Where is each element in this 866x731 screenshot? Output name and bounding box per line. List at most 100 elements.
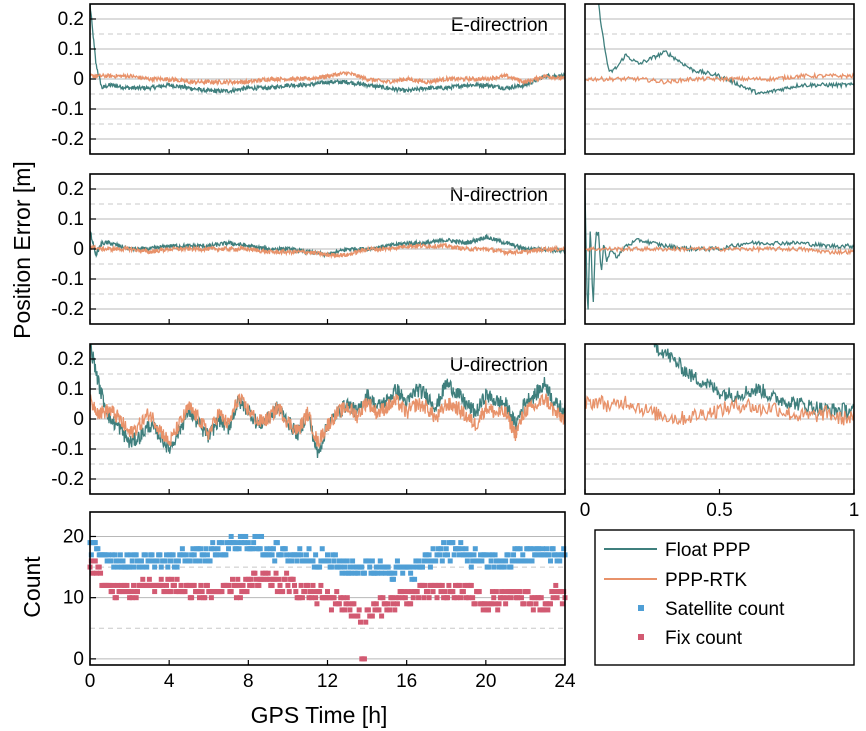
- marker-fix-count: [393, 595, 399, 601]
- marker-satellite-count: [463, 546, 469, 552]
- annotation-n-direction: N-directrion: [450, 185, 548, 206]
- marker-fix-count: [202, 595, 208, 601]
- y-tick-label: 0.2: [58, 349, 84, 370]
- marker-satellite-count: [483, 552, 489, 558]
- marker-satellite-count: [351, 564, 357, 570]
- plot-layer: -0.2-0.100.10.2-0.2-0.100.10.2-0.2-0.100…: [51, 3, 859, 692]
- marker-satellite-count: [538, 552, 544, 558]
- legend-swatch-fix-count: [638, 634, 644, 640]
- marker-fix-count: [421, 595, 427, 601]
- y-axis-title-position-error: Position Error [m]: [9, 161, 35, 339]
- y-tick-label: 0: [73, 649, 84, 670]
- marker-satellite-count: [144, 564, 150, 570]
- marker-fix-count: [120, 589, 126, 595]
- marker-satellite-count: [492, 552, 498, 558]
- marker-satellite-count: [515, 546, 520, 552]
- marker-fix-count: [454, 595, 460, 601]
- marker-satellite-count: [442, 552, 448, 558]
- marker-satellite-count: [146, 558, 152, 564]
- marker-satellite-count: [165, 564, 171, 570]
- marker-fix-count: [174, 576, 180, 582]
- marker-satellite-count: [478, 552, 484, 558]
- marker-satellite-count: [376, 564, 382, 570]
- x-tick-label: 24: [554, 671, 576, 692]
- marker-satellite-count: [158, 564, 164, 570]
- marker-fix-count: [545, 607, 551, 613]
- marker-fix-count: [90, 570, 96, 576]
- marker-satellite-count: [113, 558, 119, 564]
- marker-fix-count: [356, 607, 362, 613]
- marker-satellite-count: [214, 552, 220, 558]
- marker-satellite-count: [274, 540, 280, 546]
- marker-satellite-count: [503, 558, 509, 564]
- marker-satellite-count: [546, 552, 552, 558]
- marker-satellite-count: [189, 552, 195, 558]
- marker-satellite-count: [152, 564, 158, 570]
- marker-satellite-count: [421, 558, 427, 564]
- marker-fix-count: [456, 582, 462, 588]
- marker-satellite-count: [127, 564, 133, 570]
- marker-satellite-count: [227, 540, 233, 546]
- marker-fix-count: [189, 595, 195, 601]
- marker-fix-count: [533, 601, 539, 607]
- marker-fix-count: [507, 589, 513, 595]
- marker-satellite-count: [394, 558, 400, 564]
- marker-fix-count: [515, 595, 520, 601]
- marker-satellite-count: [336, 558, 342, 564]
- marker-fix-count: [165, 576, 171, 582]
- marker-satellite-count: [306, 546, 312, 552]
- marker-fix-count: [232, 582, 238, 588]
- marker-fix-count: [549, 589, 555, 595]
- marker-satellite-count: [377, 558, 383, 564]
- marker-fix-count: [439, 582, 445, 588]
- marker-satellite-count: [338, 564, 344, 570]
- marker-satellite-count: [508, 564, 514, 570]
- y-tick-label: 0.2: [58, 9, 84, 30]
- marker-satellite-count: [111, 564, 117, 570]
- marker-fix-count: [274, 589, 280, 595]
- marker-fix-count: [248, 576, 254, 582]
- marker-satellite-count: [190, 546, 196, 552]
- y-tick-label: 0.1: [58, 379, 84, 400]
- marker-fix-count: [145, 582, 151, 588]
- marker-fix-count: [485, 607, 491, 613]
- marker-satellite-count: [331, 558, 337, 564]
- marker-fix-count: [318, 582, 324, 588]
- marker-fix-count: [195, 589, 201, 595]
- marker-fix-count: [410, 595, 416, 601]
- marker-fix-count: [241, 589, 247, 595]
- marker-fix-count: [561, 589, 567, 595]
- marker-satellite-count: [289, 558, 295, 564]
- marker-satellite-count: [437, 552, 443, 558]
- marker-fix-count: [131, 582, 137, 588]
- marker-satellite-count: [497, 558, 503, 564]
- marker-satellite-count: [501, 564, 507, 570]
- marker-satellite-count: [499, 564, 505, 570]
- marker-satellite-count: [511, 552, 517, 558]
- marker-fix-count: [146, 576, 152, 582]
- marker-satellite-count: [255, 533, 261, 539]
- marker-fix-count: [199, 589, 205, 595]
- marker-fix-count: [346, 601, 352, 607]
- marker-satellite-count: [179, 546, 185, 552]
- x-tick-label: 16: [396, 671, 417, 692]
- marker-satellite-count: [175, 558, 181, 564]
- marker-fix-count: [466, 595, 472, 601]
- marker-satellite-count: [464, 558, 470, 564]
- marker-fix-count: [334, 589, 340, 595]
- x-tick-label: 20: [475, 671, 496, 692]
- marker-satellite-count: [479, 558, 485, 564]
- marker-satellite-count: [383, 570, 389, 576]
- marker-satellite-count: [414, 564, 420, 570]
- marker-satellite-count: [512, 546, 518, 552]
- marker-satellite-count: [536, 546, 542, 552]
- marker-fix-count: [119, 582, 125, 588]
- marker-satellite-count: [249, 546, 255, 552]
- marker-satellite-count: [164, 552, 170, 558]
- marker-satellite-count: [191, 552, 197, 558]
- marker-satellite-count: [108, 558, 114, 564]
- marker-satellite-count: [115, 564, 121, 570]
- marker-fix-count: [489, 589, 495, 595]
- marker-fix-count: [317, 589, 323, 595]
- marker-satellite-count: [268, 546, 274, 552]
